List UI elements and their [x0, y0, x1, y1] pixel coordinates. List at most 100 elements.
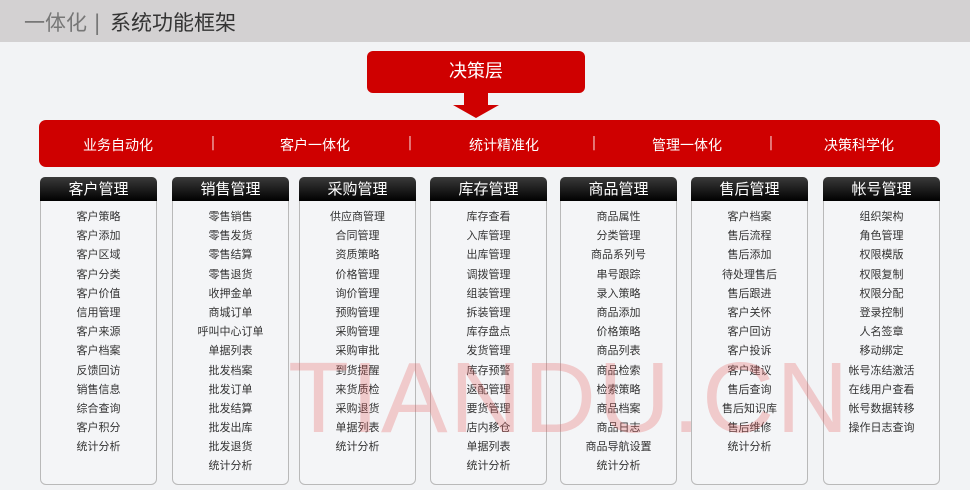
module-item: 登录控制	[859, 305, 904, 319]
page-header: 一体化 | 系统功能框架	[0, 0, 970, 42]
module-item: 店内移仓	[466, 421, 511, 435]
module-items: 组织架构 角色管理 权限模版 权限复制 权限分配 登录控制 人名签章 移动绑定 帐号冻结激活 在线…	[824, 201, 939, 437]
pillar: 统计精准化	[469, 138, 539, 154]
module-item: 零售发货	[208, 229, 253, 243]
module-item: 库存查看	[466, 210, 511, 223]
module-title: 客户管理	[40, 177, 157, 201]
module-item: 移动绑定	[859, 344, 904, 358]
module-item: 预购管理	[335, 305, 380, 319]
module-item: 单据列表	[335, 421, 380, 435]
module-item: 采购审批	[335, 344, 380, 358]
module-item: 客户建议	[727, 363, 772, 377]
module-column: 客户管理 客户策略 客户添加 客户区域 客户分类 客户价值 信用管理 客户来源 客户档案 反馈回访…	[40, 177, 157, 485]
module-items: 客户档案 售后流程 售后添加 待处理售后 售后跟进 客户关怀 客户回访 客户投诉 客户建议 售后查…	[692, 201, 807, 456]
module-items: 商品属性 分类管理 商品系列号 串号跟踪 录入策略 商品添加 价格策略 商品列表 商品检索 检索策…	[561, 201, 676, 476]
module-item: 单据列表	[466, 440, 511, 454]
module-item: 商城订单	[208, 305, 253, 319]
module-item: 商品列表	[596, 344, 641, 358]
module-item: 统计分析	[208, 459, 253, 473]
module-item: 权限复制	[859, 267, 904, 281]
module-item: 出库管理	[466, 248, 511, 262]
module-item: 检索策略	[596, 382, 641, 396]
module-item: 到货提醒	[335, 363, 380, 377]
module-item: 组装管理	[466, 286, 511, 300]
separator: |	[407, 135, 413, 151]
module-item: 客户档案	[727, 210, 772, 223]
pillar: 业务自动化	[83, 138, 153, 154]
module-item: 销售信息	[76, 382, 121, 396]
module-item: 商品添加	[596, 305, 641, 319]
separator: |	[591, 135, 597, 151]
module-item: 客户积分	[76, 421, 121, 435]
module-item: 商品档案	[596, 401, 641, 415]
module-item: 售后跟进	[727, 286, 772, 300]
module-item: 录入策略	[596, 286, 641, 300]
module-item: 帐号冻结激活	[848, 363, 915, 377]
module-item: 商品导航设置	[585, 440, 652, 454]
pillar: 决策科学化	[824, 138, 894, 154]
module-item: 价格管理	[335, 267, 380, 281]
module-item: 零售退货	[208, 267, 253, 281]
module-item: 拆装管理	[466, 305, 511, 319]
module-items: 库存查看 入库管理 出库管理 调拨管理 组装管理 拆装管理 库存盘点 发货管理 库存预警 返配管理…	[431, 201, 546, 476]
module-item: 人名签章	[859, 325, 904, 339]
module-item: 要货管理	[466, 401, 511, 415]
module-item: 组织架构	[859, 210, 904, 223]
module-column: 帐号管理 组织架构 角色管理 权限模版 权限复制 权限分配 登录控制 人名签章 移动绑定 帐号冻结…	[823, 177, 940, 485]
module-item: 售后添加	[727, 248, 772, 262]
module-item: 商品检索	[596, 363, 641, 377]
separator: |	[210, 135, 216, 151]
header-prefix: 一体化 |	[24, 11, 101, 35]
module-title: 售后管理	[691, 177, 808, 201]
module-item: 批发退货	[208, 440, 253, 454]
module-item: 采购管理	[335, 325, 380, 339]
module-item: 收押金单	[208, 286, 253, 300]
module-column: 商品管理 商品属性 分类管理 商品系列号 串号跟踪 录入策略 商品添加 价格策略 商品列表 商品检…	[560, 177, 677, 485]
module-item: 资质策略	[335, 248, 380, 262]
module-item: 客户来源	[76, 325, 121, 339]
module-item: 入库管理	[466, 229, 511, 243]
module-item: 售后维修	[727, 421, 772, 435]
module-item: 批发结算	[208, 401, 253, 415]
module-item: 角色管理	[859, 229, 904, 243]
pillar: 客户一体化	[280, 138, 350, 154]
module-item: 信用管理	[76, 305, 121, 319]
separator: |	[768, 135, 774, 151]
pillars-bar: 业务自动化 | 客户一体化 | 统计精准化 | 管理一体化 | 决策科学化	[39, 120, 940, 167]
module-column: 销售管理 零售销售 零售发货 零售结算 零售退货 收押金单 商城订单 呼叫中心订单 单据列表 批发…	[172, 177, 289, 485]
module-item: 权限模版	[859, 248, 904, 262]
module-item: 串号跟踪	[596, 267, 641, 281]
arrow-down-icon	[464, 93, 488, 105]
module-item: 待处理售后	[722, 267, 777, 281]
module-item: 商品属性	[596, 210, 641, 223]
module-item: 操作日志查询	[848, 421, 915, 435]
module-item: 售后查询	[727, 382, 772, 396]
module-item: 商品系列号	[591, 248, 646, 262]
module-item: 统计分析	[727, 440, 772, 454]
module-item: 反馈回访	[76, 363, 121, 377]
module-title: 商品管理	[560, 177, 677, 201]
module-item: 客户投诉	[727, 344, 772, 358]
module-item: 客户回访	[727, 325, 772, 339]
module-item: 呼叫中心订单	[197, 325, 264, 339]
module-item: 单据列表	[208, 344, 253, 358]
decision-layer-box: 决策层	[367, 51, 585, 93]
module-title: 采购管理	[299, 177, 416, 201]
module-item: 批发出库	[208, 421, 253, 435]
module-item: 发货管理	[466, 344, 511, 358]
module-item: 返配管理	[466, 382, 511, 396]
module-item: 商品日志	[596, 421, 641, 435]
module-item: 零售销售	[208, 210, 253, 223]
pillar: 管理一体化	[652, 138, 722, 154]
module-item: 客户区域	[76, 248, 121, 262]
module-item: 客户分类	[76, 267, 121, 281]
module-item: 统计分析	[335, 440, 380, 454]
page-title: 系统功能框架	[110, 11, 236, 35]
module-items: 零售销售 零售发货 零售结算 零售退货 收押金单 商城订单 呼叫中心订单 单据列表 批发档案 批发…	[173, 201, 288, 476]
module-item: 在线用户查看	[848, 382, 915, 396]
module-column: 售后管理 客户档案 售后流程 售后添加 待处理售后 售后跟进 客户关怀 客户回访 客户投诉 客户建…	[691, 177, 808, 485]
module-item: 库存预警	[466, 363, 511, 377]
module-item: 供应商管理	[330, 210, 385, 223]
module-item: 综合查询	[76, 401, 121, 415]
module-item: 客户档案	[76, 344, 121, 358]
